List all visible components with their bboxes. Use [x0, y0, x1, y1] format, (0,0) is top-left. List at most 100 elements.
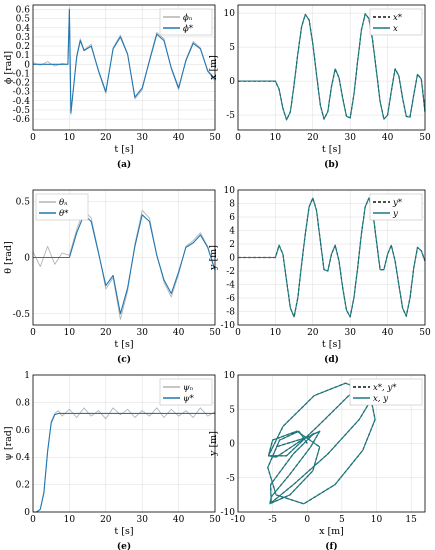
- series-line-f-2: [267, 382, 377, 505]
- x-tick-label: 30: [344, 328, 356, 338]
- x-tick-label: -10: [231, 515, 246, 525]
- y-tick-label: 0.3: [16, 33, 31, 43]
- x-tick-label: 50: [209, 328, 221, 338]
- y-tick-label: 0: [24, 60, 30, 70]
- y-tick-label: -5: [226, 111, 235, 121]
- y-tick-label: 0.2: [16, 481, 30, 491]
- legend: ψₙψ*: [159, 378, 213, 406]
- legend-box: [349, 378, 423, 406]
- x-tick-label: 30: [136, 515, 148, 525]
- plot-frame: [32, 189, 216, 326]
- y-tick-label: 1: [24, 371, 30, 381]
- x-tick-label: 50: [209, 133, 221, 143]
- y-tick-label: -0.1: [13, 69, 30, 79]
- x-tick-label: 40: [173, 515, 185, 525]
- x-tick-label: 0: [30, 133, 36, 143]
- legend-label: ϕₙ: [183, 13, 193, 23]
- y-tick-label: 0.4: [16, 24, 31, 34]
- y-tick-label: 0: [229, 440, 235, 450]
- y-tick-label: -0.5: [13, 310, 31, 320]
- legend-label: ϕ*: [183, 24, 194, 34]
- plot-frame: [237, 4, 426, 131]
- x-tick-label: 40: [382, 328, 394, 338]
- y-tick-label: 10: [224, 371, 236, 381]
- series-line-b-2: [238, 13, 426, 121]
- legend-box: [35, 193, 89, 221]
- x-tick-label: 30: [136, 133, 148, 143]
- x-tick-label: -5: [268, 515, 277, 525]
- legend-label: x: [393, 24, 398, 34]
- y-tick-label: 0.5: [16, 197, 31, 207]
- legend-label: ψₙ: [183, 383, 194, 393]
- legend-box: [159, 8, 213, 36]
- y-tick-label: 0: [229, 254, 235, 264]
- series-line-e-1: [33, 407, 216, 513]
- x-tick-label: 30: [136, 328, 148, 338]
- y-tick-label: -10: [221, 508, 236, 518]
- y-axis-label: ψ [rad]: [3, 426, 14, 460]
- x-tick-label: 40: [173, 133, 185, 143]
- x-tick-label: 50: [209, 515, 221, 525]
- panel-caption: (a): [117, 159, 131, 170]
- x-tick-label: 15: [405, 515, 417, 525]
- series-line-e-2: [33, 412, 215, 513]
- y-tick-label: -0.5: [13, 106, 31, 116]
- x-tick-label: 10: [64, 515, 76, 525]
- y-tick-label: 0.6: [16, 6, 31, 16]
- panel-caption: (d): [324, 354, 339, 365]
- y-tick-label: 5: [229, 405, 235, 415]
- y-tick-label: 4: [229, 227, 235, 237]
- x-tick-label: 0: [235, 328, 241, 338]
- y-tick-label: 0.5: [16, 15, 31, 25]
- legend: x*x: [369, 8, 423, 36]
- chart-panel-e: 0 10 20 30 40 50 0 0.2 0.4 0.6 0.8 1 t [s] ψ [rad] (e)…: [3, 371, 221, 550]
- series-line-c-1: [32, 209, 216, 320]
- x-tick-label: 10: [64, 133, 76, 143]
- y-tick-label: 0: [24, 508, 30, 518]
- plot-frame: [237, 189, 426, 326]
- series-line-d-2: [238, 197, 426, 318]
- y-tick-label: 0.1: [16, 51, 30, 61]
- y-tick-label: 10: [224, 186, 236, 196]
- x-tick-label: 0: [30, 328, 36, 338]
- y-tick-label: -10: [221, 321, 236, 331]
- legend: y*y: [369, 193, 423, 221]
- x-axis-label: t [s]: [114, 526, 133, 537]
- x-axis-label: t [s]: [114, 339, 133, 350]
- legend-label: x, y: [373, 394, 388, 404]
- legend-label: y: [392, 209, 398, 219]
- legend-label: x*: [393, 13, 403, 23]
- y-tick-label: 0.2: [16, 42, 30, 52]
- legend: x*, y*x, y: [349, 378, 423, 406]
- x-tick-label: 20: [100, 515, 112, 525]
- chart-panel-f: -10 -5 0 5 10 15 -10 -5 0 5 10 x [m] y [m] (f) x*, y*x…: [208, 371, 426, 550]
- x-axis-label: x [m]: [319, 526, 344, 537]
- legend: θₙθ*: [35, 193, 89, 221]
- legend: ϕₙϕ*: [159, 8, 213, 36]
- y-axis-label: y [m]: [208, 245, 219, 271]
- x-tick-label: 10: [270, 328, 282, 338]
- y-axis-label: ϕ [rad]: [3, 51, 14, 84]
- x-tick-label: 0: [304, 515, 310, 525]
- legend-box: [369, 8, 423, 36]
- chart-panel-c: 0 10 20 30 40 50 -0.5 0 0.5 t [s] θ [rad] (c) θₙθ*: [3, 189, 221, 365]
- x-tick-label: 50: [419, 133, 431, 143]
- x-tick-label: 10: [270, 133, 282, 143]
- legend-box: [159, 378, 213, 406]
- x-tick-label: 40: [173, 328, 185, 338]
- x-tick-label: 20: [307, 133, 319, 143]
- x-tick-label: 20: [100, 328, 112, 338]
- y-tick-label: -5: [226, 474, 235, 484]
- plot-frame: [32, 374, 216, 513]
- legend-label: ψ*: [183, 394, 195, 404]
- x-tick-label: 5: [339, 515, 345, 525]
- x-tick-label: 0: [235, 133, 241, 143]
- y-tick-label: -8: [226, 308, 235, 318]
- legend-label: y*: [392, 198, 403, 208]
- plot-frame: [237, 374, 426, 513]
- y-tick-label: 0.6: [16, 426, 31, 436]
- y-tick-label: 0.4: [16, 453, 31, 463]
- panel-caption: (f): [325, 541, 337, 550]
